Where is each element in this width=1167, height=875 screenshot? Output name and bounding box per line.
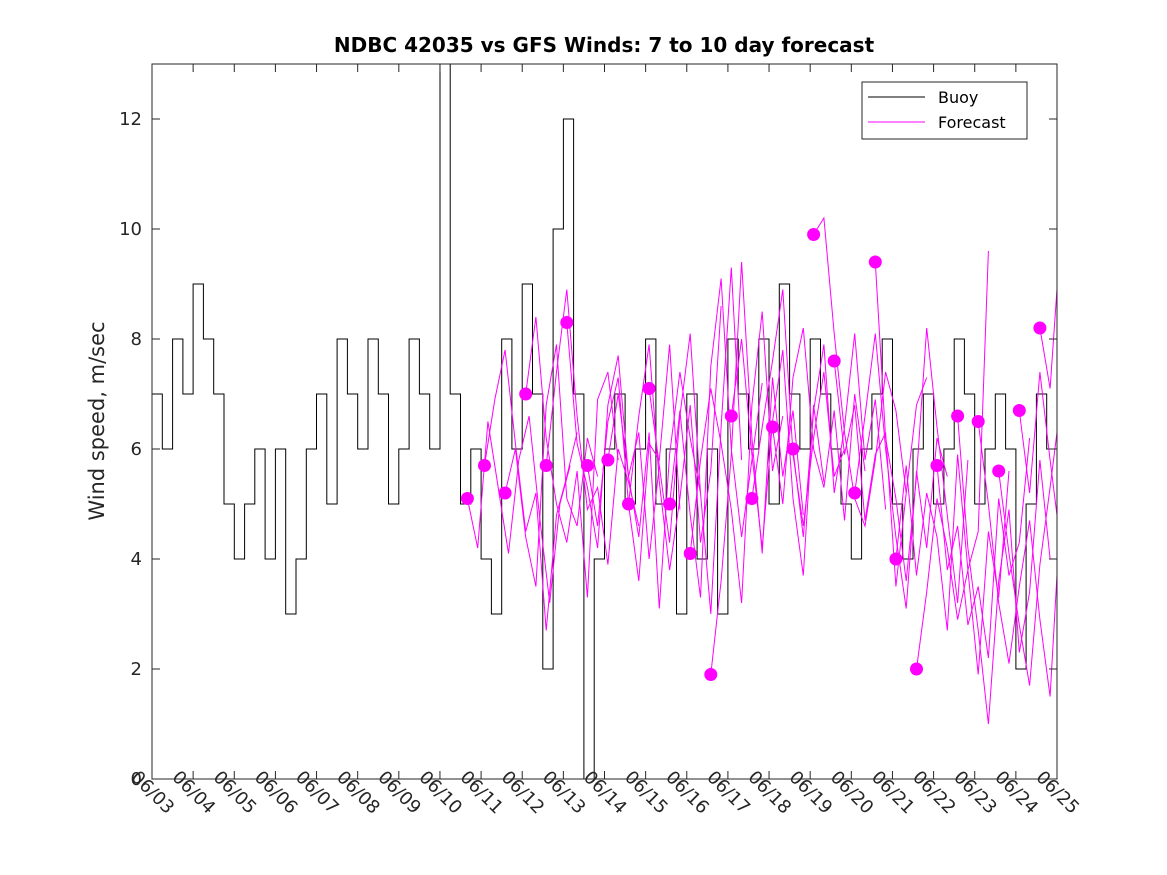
forecast-marker bbox=[848, 486, 862, 500]
forecast-marker bbox=[889, 552, 903, 566]
y-tick-label: 0 bbox=[131, 769, 142, 790]
forecast-marker bbox=[827, 354, 841, 368]
forecast-marker bbox=[745, 492, 759, 505]
forecast-line bbox=[484, 349, 578, 631]
y-tick-label: 4 bbox=[131, 549, 142, 570]
forecast-line bbox=[854, 333, 948, 609]
forecast-marker bbox=[766, 420, 779, 434]
forecast-line bbox=[607, 371, 701, 609]
forecast-line bbox=[977, 421, 1057, 697]
y-tick-label: 12 bbox=[119, 109, 142, 130]
y-tick-label: 10 bbox=[119, 219, 142, 240]
forecast-line bbox=[1018, 371, 1057, 520]
forecast-line bbox=[874, 261, 969, 604]
forecast-marker bbox=[992, 464, 1006, 478]
forecast-marker bbox=[786, 442, 800, 456]
forecast-line bbox=[772, 327, 866, 521]
legend-forecast-label: Forecast bbox=[938, 113, 1006, 132]
forecast-marker bbox=[663, 497, 677, 511]
forecast-line bbox=[525, 316, 619, 598]
chart-title: NDBC 42035 vs GFS Winds: 7 to 10 day for… bbox=[334, 33, 875, 57]
legend-buoy-label: Buoy bbox=[938, 88, 978, 107]
forecast-marker bbox=[478, 459, 491, 472]
forecast-marker bbox=[930, 459, 944, 472]
plot-area bbox=[152, 64, 1057, 779]
forecast-marker bbox=[951, 409, 965, 423]
forecast-marker bbox=[519, 387, 533, 401]
forecast-marker bbox=[704, 668, 718, 681]
forecast-line bbox=[895, 250, 989, 631]
forecast-marker bbox=[910, 662, 923, 676]
y-tick-label: 6 bbox=[131, 439, 142, 460]
forecast-marker bbox=[807, 228, 821, 241]
forecast-marker bbox=[868, 255, 882, 269]
forecast-line bbox=[792, 333, 887, 538]
forecast-marker bbox=[622, 497, 635, 511]
forecast-line bbox=[1039, 281, 1057, 389]
forecast-line bbox=[957, 415, 1051, 725]
forecast-marker bbox=[683, 547, 697, 560]
forecast-line bbox=[628, 305, 722, 571]
forecast-marker bbox=[642, 382, 656, 395]
forecast-marker bbox=[498, 486, 512, 500]
forecast-line bbox=[936, 437, 1031, 659]
forecast-series bbox=[466, 216, 1057, 725]
forecast-line bbox=[916, 470, 1010, 675]
forecast-markers bbox=[460, 228, 1047, 681]
forecast-marker bbox=[539, 459, 553, 472]
forecast-marker bbox=[1012, 404, 1026, 417]
forecast-marker bbox=[1033, 321, 1047, 335]
forecast-marker bbox=[560, 316, 574, 329]
forecast-line bbox=[813, 216, 907, 528]
forecast-marker bbox=[971, 415, 985, 428]
y-tick-label: 8 bbox=[131, 329, 142, 350]
forecast-marker bbox=[724, 409, 738, 423]
legend: Buoy Forecast bbox=[861, 81, 1028, 140]
forecast-line bbox=[833, 360, 928, 587]
legend-box bbox=[861, 81, 1028, 140]
forecast-marker bbox=[580, 459, 594, 472]
y-axis: 0 2 4 6 8 10 12 bbox=[119, 109, 1057, 790]
forecast-line bbox=[730, 338, 825, 576]
forecast-marker bbox=[460, 492, 474, 505]
y-axis-label: Wind speed, m/sec bbox=[85, 321, 109, 520]
forecast-line bbox=[998, 428, 1057, 686]
forecast-marker bbox=[601, 453, 615, 467]
forecast-line bbox=[586, 344, 681, 582]
y-tick-label: 2 bbox=[131, 659, 142, 680]
forecast-line bbox=[504, 344, 599, 587]
